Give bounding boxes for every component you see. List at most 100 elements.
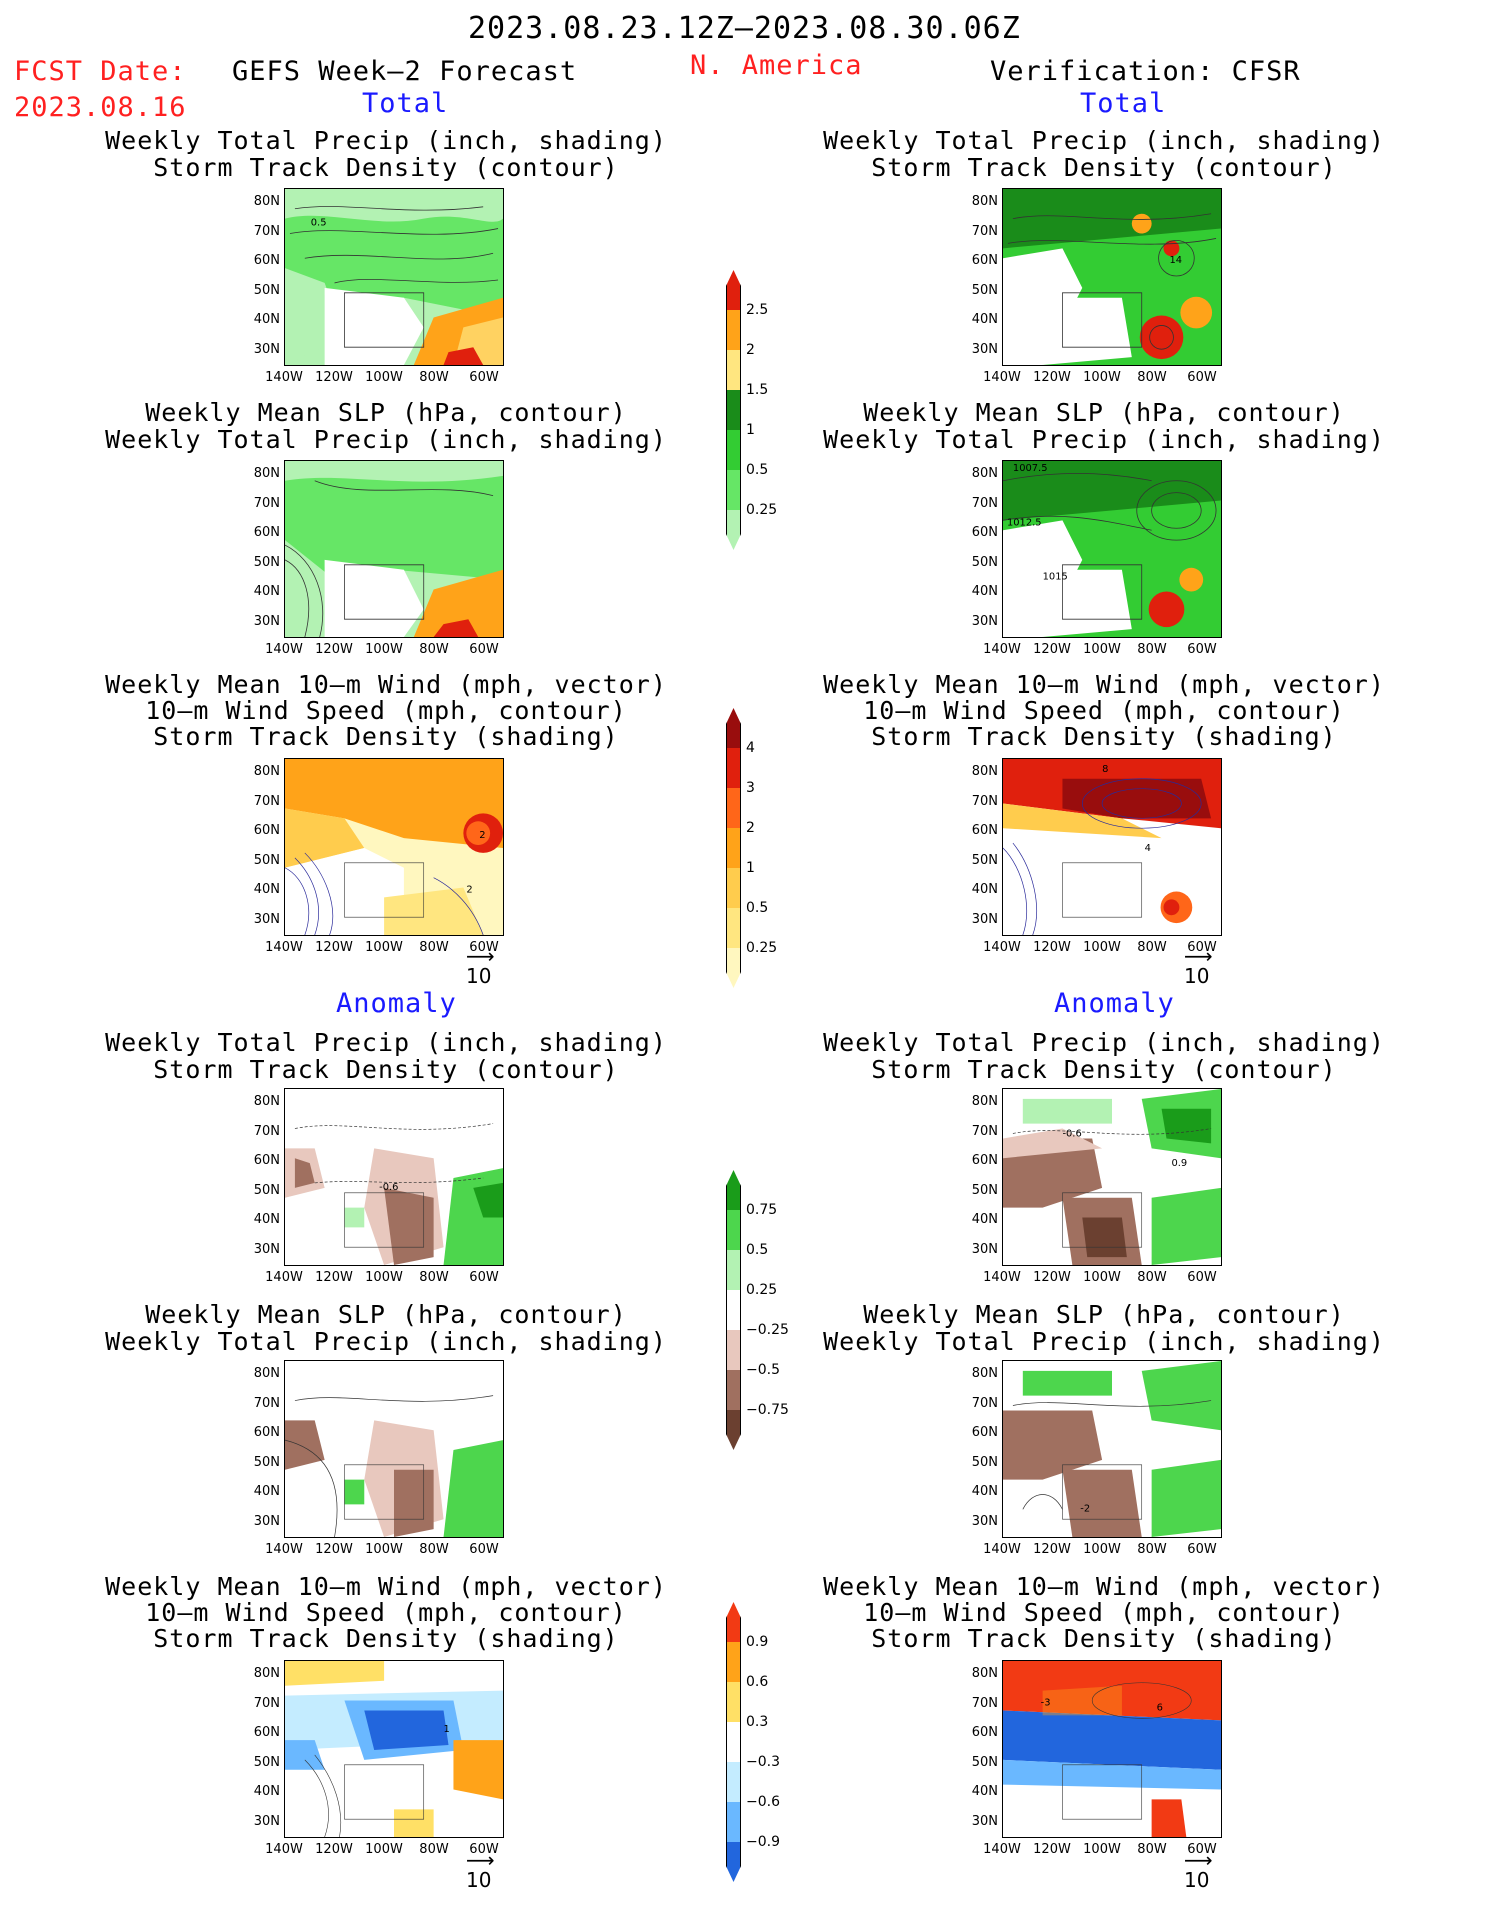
colorbar-precip_anom [726,1170,741,1450]
colorbar-segment [726,788,741,828]
lat-tick-label: 40N [971,1784,998,1800]
lon-tick-label: 100W [365,1270,403,1285]
colorbar-segment [726,270,741,310]
lon-tick-label: 100W [365,1542,403,1557]
lon-tick-label: 100W [1083,1542,1121,1557]
lat-tick-label: 30N [971,614,998,629]
lon-tick-label: 140W [983,1542,1021,1557]
fc-total-wind-title-3: Storm Track Density (shading) [153,722,619,751]
lat-tick-label: 40N [971,312,998,328]
lat-tick-label: 40N [253,1784,280,1800]
fc-anom-slp-title-1: Weekly Mean SLP (hPa, contour) [145,1300,627,1329]
colorbar-label: 0.75 [746,1202,778,1218]
colorbar-label: −0.25 [746,1322,789,1338]
lat-tick-label: 70N [971,1395,998,1411]
lon-tick-label: 60W [1187,370,1217,385]
contour-label-ver-anom-precip-2: 0.9 [1171,1158,1187,1169]
colorbar-segment [726,350,741,390]
colorbar-segment [726,1330,741,1370]
lon-tick-label: 120W [315,940,353,955]
lon-tick-label: 100W [1083,1270,1121,1285]
lat-tick-label: 70N [253,1123,280,1139]
lon-tick-label: 120W [315,370,353,385]
lat-tick-label: 40N [253,1212,280,1228]
lon-tick-label: 80W [1137,1842,1167,1857]
ver-anom-wind-title-2: 10—m Wind Speed (mph, contour) [863,1598,1345,1627]
lat-tick-label: 50N [971,1182,998,1198]
lat-tick-label: 80N [971,1666,998,1681]
lon-tick-label: 120W [1033,370,1071,385]
lat-tick-label: 50N [253,1182,280,1198]
lat-tick-label: 70N [971,223,998,239]
lat-tick-label: 80N [971,1366,998,1381]
lat-tick-label: 70N [971,1695,998,1711]
map-fc-total-precip: 0.5 [284,188,504,366]
lon-tick-label: 80W [419,1542,449,1557]
colorbar-segment [726,1602,741,1642]
lon-tick-label: 60W [1187,1542,1217,1557]
contour-label-fc-total-precip: 0.5 [311,218,327,229]
lon-tick-label: 120W [315,642,353,657]
fc-total-wind-title-2: 10—m Wind Speed (mph, contour) [145,696,627,725]
lat-tick-label: 30N [253,1242,280,1257]
fc-anom-wind-title-3: Storm Track Density (shading) [153,1624,619,1653]
colorbar-label: −0.9 [746,1834,780,1850]
lat-tick-label: 30N [971,342,998,357]
colorbar-segment [726,948,741,988]
lon-tick-label: 80W [419,370,449,385]
contour-label-ver-slp-2: 1012.5 [1007,517,1042,528]
lat-tick-label: 60N [253,1153,280,1169]
lon-tick-label: 80W [1137,642,1167,657]
colorbar-segment [726,1370,741,1410]
colorbar-segment [726,748,741,788]
vector-ref-ver-anom: ⟶ 10 [1184,1848,1213,1892]
vector-ref-fc-anom-value: 10 [466,1868,492,1892]
ver-anom-wind-title-1: Weekly Mean 10—m Wind (mph, vector) [823,1572,1385,1601]
lon-tick-label: 60W [1187,940,1217,955]
lat-tick-label: 30N [971,1242,998,1257]
colorbar-label: 1 [746,860,755,876]
colorbar-segment [726,310,741,350]
lon-tick-label: 80W [419,1842,449,1857]
lon-tick-label: 80W [1137,370,1167,385]
lon-tick-label: 100W [365,642,403,657]
lat-tick-label: 70N [253,223,280,239]
lon-tick-label: 120W [1033,940,1071,955]
lat-tick-label: 60N [971,525,998,541]
lon-tick-label: 100W [365,940,403,955]
colorbar-label: 3 [746,780,755,796]
map-ver-anom-wind: -3 6 [1002,1660,1222,1838]
lon-tick-label: 60W [469,642,499,657]
lat-tick-label: 70N [971,1123,998,1139]
lon-tick-label: 120W [1033,1542,1071,1557]
colorbar-label: 1 [746,422,755,438]
lat-tick-label: 30N [253,1514,280,1529]
contour-label-fc-total-wind-1: 2 [479,830,485,841]
fc-total-wind-title-1: Weekly Mean 10—m Wind (mph, vector) [105,670,667,699]
lon-tick-label: 120W [315,1842,353,1857]
map-ver-anom-slp: -2 [1002,1360,1222,1538]
fc-total-slp-title-1: Weekly Mean SLP (hPa, contour) [145,398,627,427]
map-ver-total-slp: 1007.5 1012.5 1015 [1002,460,1222,638]
lon-tick-label: 100W [1083,642,1121,657]
colorbar-label: 1.5 [746,382,769,398]
fcst-date-value: 2023.08.16 [14,92,187,123]
colorbar-label: 0.5 [746,462,769,478]
colorbar-segment [726,1802,741,1842]
ver-anom-slp-title-2: Weekly Total Precip (inch, shading) [823,1327,1385,1356]
fc-total-slp-title-2: Weekly Total Precip (inch, shading) [105,425,667,454]
ver-total-precip-title-1: Weekly Total Precip (inch, shading) [823,126,1385,155]
colorbar-segment [726,1762,741,1802]
lon-tick-label: 60W [469,1842,499,1857]
lon-tick-label: 140W [983,370,1021,385]
lat-tick-label: 70N [253,495,280,511]
lat-tick-label: 60N [253,1725,280,1741]
colorbar-segment [726,1290,741,1330]
contour-label-ver-slp-1: 1007.5 [1013,463,1048,474]
lon-tick-label: 140W [983,1842,1021,1857]
lon-tick-label: 140W [983,1270,1021,1285]
lat-tick-label: 50N [253,282,280,298]
colorbar-segment [726,1722,741,1762]
lon-tick-label: 120W [1033,1270,1071,1285]
fc-total-precip-title-2: Storm Track Density (contour) [153,153,619,182]
